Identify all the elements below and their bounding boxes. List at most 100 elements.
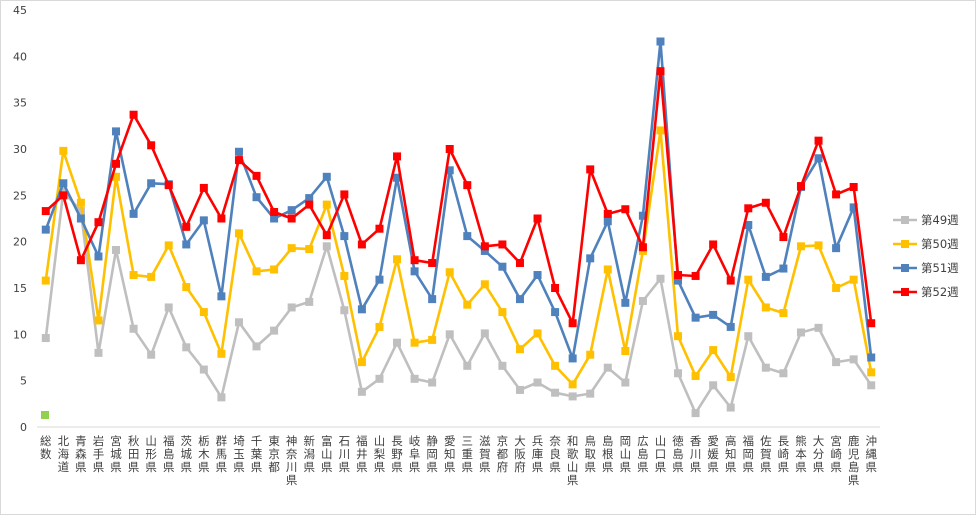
series-2 [41,126,876,389]
x-category-label: 高知県 [725,434,737,474]
data-point [463,181,472,190]
data-point [41,334,50,343]
x-category-label: 北海道 [58,434,70,474]
data-point [463,361,472,370]
data-point [726,322,735,331]
data-point [252,342,261,351]
y-tick-label: 45 [13,4,27,17]
x-category-label: 長野県 [391,434,403,474]
x-category-label: 福島県 [163,434,175,474]
data-point [498,262,507,271]
y-tick-label: 20 [13,236,27,249]
data-point [638,243,647,252]
data-point [603,363,612,372]
data-point [603,217,612,226]
data-point [164,181,173,190]
data-point [867,353,876,362]
data-point [252,267,261,276]
data-point [164,241,173,250]
legend-label: 第51週 [921,261,959,275]
data-point [164,303,173,312]
series-line [44,69,873,325]
data-point [357,240,366,249]
data-point [375,275,384,284]
x-category-label: 山口県 [655,434,667,474]
data-point [287,206,296,215]
data-point [779,264,788,273]
data-point [217,292,226,301]
data-point [287,303,296,312]
data-point [340,306,349,315]
data-point [498,240,507,249]
data-point [849,275,858,284]
data-point [551,284,560,292]
green-marker [41,411,49,419]
x-category-label: 秋田県 [128,434,140,474]
x-category-label: 山形県 [145,434,157,474]
data-point [568,392,577,401]
data-point [428,295,437,304]
data-point [726,372,735,381]
data-point [445,268,454,277]
data-point [603,265,612,274]
data-point [76,256,85,265]
data-point [112,159,121,168]
data-point [761,363,770,372]
data-point [94,316,103,325]
data-point [357,358,366,367]
data-point [796,328,805,337]
y-axis: 0 5 10 15 20 25 30 35 40 45 [13,4,27,434]
x-category-label: 岐阜県 [409,434,421,474]
data-point [603,209,612,218]
data-point [480,242,489,251]
data-point [270,214,279,223]
data-point [515,385,524,394]
data-point [340,232,349,241]
data-point [393,255,402,264]
data-point [270,265,279,274]
data-point [410,267,419,276]
data-point [252,193,261,202]
data-point [849,355,858,364]
series-line [44,129,873,386]
data-point [287,214,296,223]
x-category-label: 鳥取県 [584,434,596,474]
data-point [726,403,735,412]
data-point [270,208,279,217]
data-point [217,393,226,402]
x-category-label: 静岡県 [426,434,438,474]
data-point [568,319,577,328]
data-point [709,346,718,355]
data-point [287,244,296,253]
data-point [498,308,507,317]
data-point [867,368,876,377]
data-point [129,324,138,333]
series-3 [41,37,876,363]
legend-item: 第52週 [893,285,959,299]
data-point [533,214,542,223]
data-point [779,233,788,242]
data-point [814,154,823,163]
data-point [428,258,437,267]
data-point [182,240,191,249]
data-point [691,313,700,322]
data-point [744,204,753,213]
data-point [586,389,595,398]
data-point [761,303,770,312]
x-category-label: 京都府 [497,434,509,474]
data-point [796,242,805,251]
data-point [129,110,138,119]
data-point [199,308,208,317]
x-category-label: 栃木県 [198,434,210,474]
data-point [638,296,647,305]
data-point [217,214,226,223]
x-category-label: 愛知県 [444,434,456,474]
data-point [586,165,595,174]
x-category-label: 東京都 [268,434,280,474]
data-point [849,182,858,191]
data-point [867,381,876,390]
data-point [656,67,665,76]
data-point [428,335,437,344]
data-point [305,297,314,306]
data-point [691,271,700,280]
